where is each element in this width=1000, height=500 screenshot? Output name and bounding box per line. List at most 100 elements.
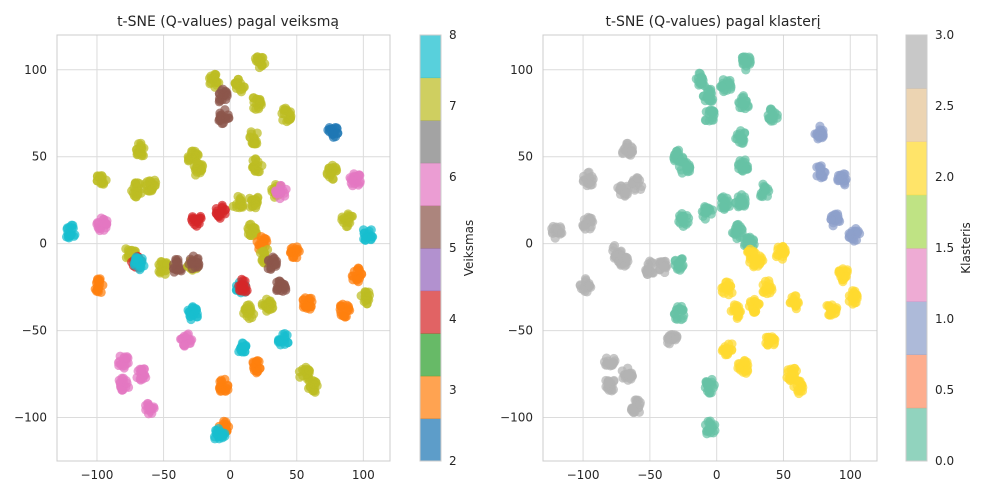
y-tick-label: 100 bbox=[510, 63, 533, 77]
scatter-point bbox=[734, 196, 744, 207]
scatter-point bbox=[136, 262, 146, 273]
scatter-cluster bbox=[547, 221, 567, 243]
scatter-point bbox=[633, 173, 643, 183]
colorbar: 0.0 0.5 1.0 1.5 2.0 2.5 3.0 bbox=[905, 28, 954, 468]
colorbar-segment bbox=[420, 35, 441, 79]
scatter-cluster bbox=[844, 224, 865, 246]
scatter-point bbox=[769, 334, 779, 344]
scatter-point bbox=[608, 242, 618, 253]
colorbar-segment bbox=[906, 354, 927, 409]
scatter-cluster bbox=[730, 190, 750, 212]
colorbar-tick-label: 2 bbox=[449, 454, 457, 468]
scatter-point bbox=[765, 288, 775, 298]
scatter-point bbox=[326, 169, 336, 179]
scatter-cluster bbox=[131, 138, 149, 161]
scatter-point bbox=[826, 310, 836, 320]
scatter-cluster bbox=[132, 364, 151, 385]
scatter-point bbox=[186, 257, 196, 267]
y-tick-label: −100 bbox=[14, 411, 47, 425]
scatter-point bbox=[669, 309, 680, 319]
scatter-point bbox=[678, 313, 688, 323]
scatter-point bbox=[845, 229, 855, 240]
scatter-point bbox=[740, 366, 750, 376]
scatter-cluster bbox=[285, 242, 304, 263]
scatter-point bbox=[239, 342, 250, 352]
scatter-cluster bbox=[758, 276, 777, 299]
scatter-point bbox=[557, 228, 567, 238]
scatter-point bbox=[327, 160, 338, 170]
colorbar-segment bbox=[906, 248, 927, 302]
scatter-cluster bbox=[727, 219, 747, 244]
scatter-cluster bbox=[785, 291, 803, 314]
scatter-cluster bbox=[613, 251, 633, 271]
scatter-point bbox=[749, 262, 759, 272]
colorbar-segment bbox=[420, 290, 441, 334]
scatter-point bbox=[698, 76, 708, 86]
scatter-cluster bbox=[734, 91, 753, 114]
scatter-point bbox=[220, 386, 231, 396]
scatter-cluster bbox=[715, 75, 736, 97]
scatter-cluster bbox=[674, 208, 694, 231]
scatter-cluster bbox=[826, 209, 845, 231]
scatter-point bbox=[815, 169, 826, 179]
scatter-cluster bbox=[211, 200, 231, 223]
colorbar-label: Klasteris bbox=[959, 222, 973, 273]
scatter-cluster bbox=[670, 254, 688, 275]
y-tick-label: 0 bbox=[39, 237, 47, 251]
scatter-point bbox=[627, 147, 637, 157]
scatter-cluster bbox=[626, 395, 645, 418]
scatter-point bbox=[793, 297, 803, 307]
scatter-point bbox=[239, 82, 249, 92]
scatter-cluster bbox=[247, 154, 267, 177]
scatter-point bbox=[144, 186, 154, 196]
scatter-cluster bbox=[731, 126, 750, 148]
scatter-cluster bbox=[303, 375, 322, 397]
scatter-point bbox=[578, 221, 588, 231]
scatter-cluster bbox=[771, 241, 790, 264]
x-tick-label: 0 bbox=[226, 468, 234, 482]
scatter-point bbox=[347, 175, 357, 186]
scatter-point bbox=[754, 299, 764, 309]
colorbar-tick-label: 6 bbox=[449, 170, 457, 184]
scatter-point bbox=[766, 104, 776, 114]
scatter-point bbox=[195, 211, 206, 222]
colorbar-tick-label: 5 bbox=[449, 241, 457, 255]
scatter-point bbox=[635, 400, 645, 410]
scatter-point bbox=[304, 366, 314, 376]
scatter-cluster bbox=[272, 276, 291, 296]
colorbar-tick-label: 1.5 bbox=[935, 241, 954, 255]
scatter-point bbox=[237, 284, 247, 294]
scatter-point bbox=[620, 187, 630, 198]
scatter-cluster bbox=[141, 398, 159, 419]
scatter-point bbox=[744, 246, 754, 256]
scatter-point bbox=[355, 171, 365, 181]
scatter-cluster bbox=[239, 300, 259, 324]
scatter-point bbox=[114, 360, 124, 371]
scatter-point bbox=[186, 314, 196, 325]
scatter-cluster bbox=[298, 293, 317, 314]
scatter-point bbox=[271, 259, 282, 269]
colorbar-segment bbox=[906, 141, 927, 196]
scatter-point bbox=[340, 216, 350, 226]
scatter-point bbox=[367, 232, 377, 242]
scatter-cluster bbox=[627, 173, 647, 195]
scatter-point bbox=[721, 343, 731, 354]
colorbar-tick-label: 2.0 bbox=[935, 170, 954, 184]
scatter-cluster bbox=[674, 157, 695, 178]
scatter-cluster bbox=[252, 231, 272, 254]
scatter-cluster bbox=[717, 277, 737, 300]
scatter-point bbox=[709, 107, 719, 117]
scatter-point bbox=[700, 214, 710, 224]
scatter-point bbox=[279, 105, 289, 116]
scatter-cluster bbox=[234, 274, 252, 297]
colorbar-segment bbox=[420, 333, 441, 377]
scatter-point bbox=[190, 146, 200, 156]
x-tick-label: −100 bbox=[80, 468, 113, 482]
y-tick-label: −50 bbox=[22, 324, 47, 338]
scatter-point bbox=[678, 305, 688, 315]
scatter-point bbox=[585, 281, 595, 291]
scatter-cluster bbox=[700, 105, 719, 126]
scatter-cluster bbox=[184, 251, 204, 274]
scatter-cluster bbox=[662, 330, 682, 349]
